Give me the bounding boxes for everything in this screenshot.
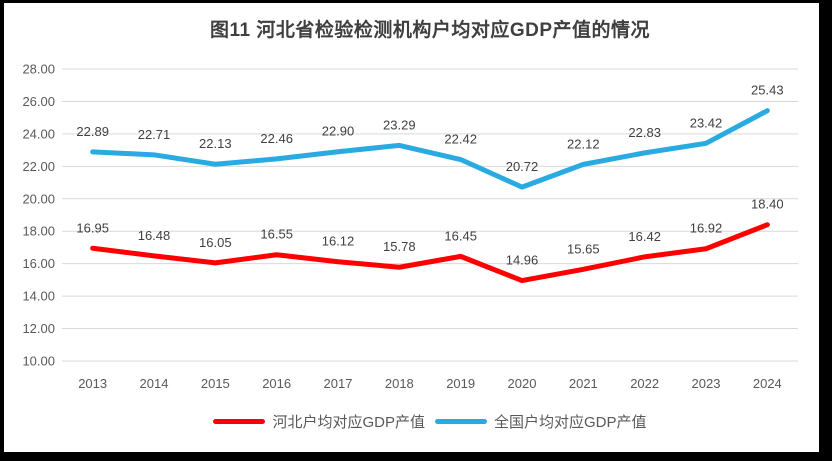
hebei-series-swatch-icon bbox=[213, 419, 266, 424]
x-tick-label: 2013 bbox=[78, 376, 107, 391]
data-label: 15.65 bbox=[567, 241, 600, 256]
data-label: 25.43 bbox=[751, 83, 784, 98]
data-label: 22.12 bbox=[567, 136, 600, 151]
data-label: 22.83 bbox=[628, 125, 661, 140]
data-label: 16.48 bbox=[138, 228, 171, 243]
data-label: 16.05 bbox=[199, 235, 232, 250]
data-label: 16.45 bbox=[444, 228, 477, 243]
series-line bbox=[90, 222, 770, 284]
y-tick-label: 20.00 bbox=[22, 191, 55, 206]
series-line bbox=[90, 108, 770, 190]
x-tick-label: 2021 bbox=[569, 376, 598, 391]
chart-title: 图11 河北省检验检测机构户均对应GDP产值的情况 bbox=[209, 20, 651, 41]
x-tick-label: 2015 bbox=[201, 376, 230, 391]
y-tick-label: 12.00 bbox=[22, 321, 55, 336]
x-tick-label: 2020 bbox=[508, 376, 537, 391]
data-label: 22.89 bbox=[76, 124, 109, 139]
x-tick-label: 2019 bbox=[446, 376, 475, 391]
national-series-swatch-icon bbox=[435, 419, 487, 424]
hebei-series-label: 河北户均对应GDP产值 bbox=[272, 414, 425, 431]
y-tick-label: 22.00 bbox=[22, 159, 55, 174]
y-tick-label: 10.00 bbox=[22, 354, 55, 369]
data-label: 16.92 bbox=[690, 221, 723, 236]
line-chart: 10.00 12.00 14.00 16.00 18.00 20.00 22.00 24.00… bbox=[22, 62, 798, 391]
data-label: 16.55 bbox=[260, 227, 293, 242]
legend: 河北户均对应GDP产值 全国户均对应GDP产值 bbox=[62, 411, 798, 432]
data-label: 22.42 bbox=[444, 132, 477, 147]
y-tick-label: 18.00 bbox=[22, 224, 55, 239]
data-label: 23.29 bbox=[383, 117, 416, 132]
data-label: 18.40 bbox=[751, 197, 784, 212]
x-tick-label: 2017 bbox=[324, 376, 353, 391]
data-label: 22.13 bbox=[199, 136, 232, 151]
data-label: 16.12 bbox=[322, 234, 355, 249]
x-tick-label: 2023 bbox=[692, 376, 721, 391]
y-tick-label: 26.00 bbox=[22, 94, 55, 109]
x-tick-label: 2014 bbox=[140, 376, 169, 391]
data-label: 15.78 bbox=[383, 239, 416, 254]
x-tick-label: 2022 bbox=[630, 376, 659, 391]
chart-area: 图11 河北省检验检测机构户均对应GDP产值的情况 10.00 12.00 14.0… bbox=[4, 3, 819, 452]
y-tick-label: 24.00 bbox=[22, 126, 55, 141]
data-label: 22.71 bbox=[138, 127, 171, 142]
x-tick-label: 2016 bbox=[262, 376, 291, 391]
data-label: 23.42 bbox=[690, 115, 723, 130]
data-label: 20.72 bbox=[506, 159, 539, 174]
legend-item-national: 全国户均对应GDP产值 bbox=[435, 411, 647, 432]
x-tick-label: 2024 bbox=[753, 376, 782, 391]
data-label: 14.96 bbox=[506, 253, 539, 268]
data-label: 16.42 bbox=[628, 229, 661, 244]
legend-item-hebei: 河北户均对应GDP产值 bbox=[213, 411, 425, 432]
y-tick-label: 28.00 bbox=[22, 62, 55, 77]
national-series-label: 全国户均对应GDP产值 bbox=[494, 414, 647, 431]
x-tick-label: 2018 bbox=[385, 376, 414, 391]
data-label: 22.46 bbox=[260, 131, 293, 146]
y-tick-label: 14.00 bbox=[22, 289, 55, 304]
data-label: 22.90 bbox=[322, 124, 355, 139]
data-label: 16.95 bbox=[76, 220, 109, 235]
y-tick-label: 16.00 bbox=[22, 256, 55, 271]
